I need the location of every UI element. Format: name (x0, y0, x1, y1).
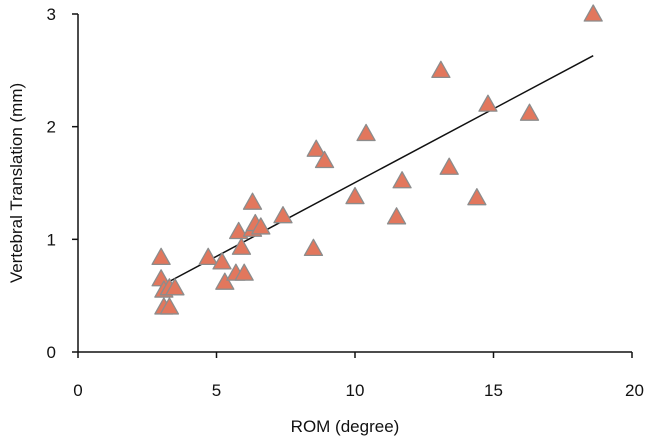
data-point-triangle (159, 297, 180, 315)
x-tick-label: 10 (346, 381, 365, 400)
data-point-triangle (229, 221, 249, 240)
data-point-triangle (386, 207, 407, 225)
data-point-triangle (467, 187, 487, 206)
x-tick-label: 15 (484, 381, 503, 400)
x-tick-label: 20 (625, 381, 644, 400)
data-point-triangle (306, 139, 326, 157)
y-tick-label: 0 (47, 343, 56, 362)
x-axis-title: ROM (degree) (291, 417, 400, 436)
data-point-triangle (314, 150, 335, 169)
data-point-triangle (356, 123, 376, 142)
data-point-triangle (234, 263, 254, 281)
data-point-triangle (151, 247, 171, 266)
data-point-triangle (212, 252, 232, 270)
data-point-triangle (439, 157, 459, 175)
y-axis-title: Vertebral Translation (mm) (7, 83, 26, 283)
data-point-triangle (215, 272, 235, 290)
y-tick-label: 1 (47, 230, 56, 249)
data-point-triangle (392, 171, 412, 189)
x-ticks: 0 5 10 15 20 (73, 352, 644, 400)
data-point-triangle (303, 238, 324, 257)
data-point-triangle (231, 237, 252, 255)
data-point-triangle (345, 186, 365, 205)
x-tick-label: 0 (73, 381, 82, 400)
y-tick-label: 3 (47, 5, 56, 24)
data-point-triangle (165, 278, 185, 296)
trendline (163, 55, 594, 286)
y-tick-label: 2 (47, 118, 56, 137)
data-points (151, 4, 603, 315)
y-ticks: 0 1 2 3 (47, 5, 78, 362)
data-point-triangle (478, 94, 498, 112)
x-tick-label: 5 (212, 381, 221, 400)
data-point-triangle (198, 247, 218, 266)
data-point-triangle (583, 4, 603, 22)
data-point-triangle (519, 103, 540, 121)
data-point-triangle (431, 60, 451, 79)
data-point-triangle (273, 206, 293, 224)
data-point-triangle (242, 192, 263, 210)
data-point-triangle (251, 217, 271, 235)
